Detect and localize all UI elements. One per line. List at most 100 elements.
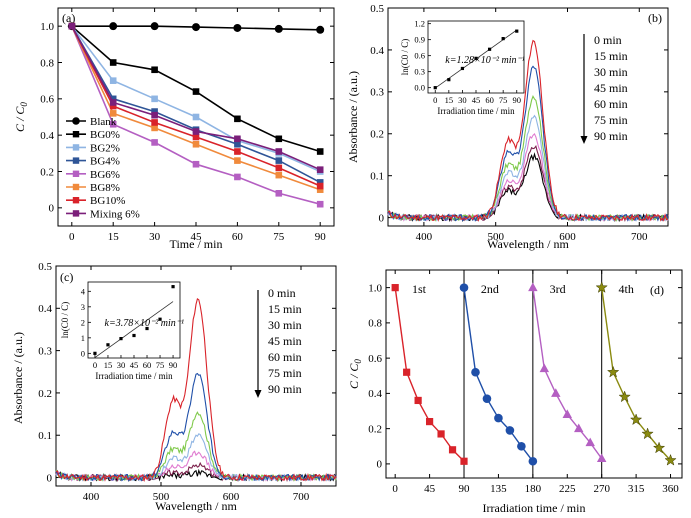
x-tick-label: 45 (191, 231, 203, 243)
point-BG8% (275, 171, 283, 179)
spectrum-45-min (387, 114, 669, 222)
point-BG8% (316, 186, 324, 193)
inset-x-tick-label: 90 (513, 95, 522, 105)
inset-point (119, 337, 123, 341)
spectrum-90-min (387, 152, 669, 223)
inset-point (145, 326, 149, 331)
panel-a-label: (a) (62, 11, 75, 25)
point-BG10% (316, 182, 324, 190)
panel-c-ylabel: Absorbance / (a.u.) (11, 332, 25, 424)
inset-y-tick-label: 0.6 (414, 51, 425, 61)
inset-y-tick-label: 3 (81, 302, 85, 312)
y-tick-label: 0.2 (370, 129, 384, 141)
point-BG2% (192, 113, 200, 121)
panel-d-xlabel: Irradiation time / min (483, 501, 586, 515)
inset-x-tick-label: 60 (485, 95, 494, 105)
point-Blank (150, 22, 159, 31)
y-tick-label: 0.3 (370, 87, 384, 99)
cycle-point-1st (448, 446, 457, 454)
inset-x-tick-label: 15 (445, 95, 454, 105)
legend-marker (72, 170, 80, 177)
x-tick-label: 45 (424, 483, 436, 495)
x-tick-label: 500 (487, 231, 504, 243)
cycle-point-4th (664, 453, 677, 466)
cycle-point-3rd (574, 423, 584, 433)
legend-label: 30 min (268, 318, 302, 332)
inset-xlabel: Irradiation time / min (95, 371, 173, 381)
y-tick-label: 0.8 (40, 57, 54, 69)
panel-c-inset: 0 15 30 45 60 75 90 0 1 2 3 4 k=3.78×10⁻² min⁻¹ Irrad… (60, 281, 185, 381)
cycle-point-2nd (471, 367, 480, 377)
inset-point (106, 343, 110, 347)
cycle-label: 4th (619, 282, 634, 296)
y-tick-label: 0.5 (38, 261, 52, 273)
panel-b-legend: 0 min 15 min 30 min 45 min 60 min 75 min 90 mi… (580, 33, 628, 144)
panel-a-ylabel-sub: 0 (19, 102, 29, 107)
y-tick-label: 0.5 (370, 3, 384, 15)
y-tick-label: 0.1 (370, 171, 384, 183)
inset-x-tick-label: 45 (130, 360, 139, 370)
cycle-point-2nd (459, 283, 469, 292)
panel-c-xlabel: Wavelength / nm (155, 499, 237, 513)
x-tick-label: 90 (315, 231, 327, 243)
panel-d-frame (385, 269, 683, 479)
inset-frame (87, 281, 181, 359)
point-BG0% (109, 59, 117, 66)
point-BG4% (151, 108, 158, 115)
inset-rate-annotation: k=3.78×10⁻² min⁻¹ (105, 318, 185, 329)
legend-label: 30 min (594, 65, 628, 79)
legend-label: 15 min (268, 302, 302, 316)
inset-x-tick-label: 75 (156, 360, 165, 370)
legend-marker (72, 144, 80, 151)
inset-point (433, 86, 437, 90)
cycle-point-1st (425, 417, 434, 426)
point-BG6% (109, 120, 117, 128)
y-tick-label: 0.4 (38, 303, 52, 315)
x-tick-label: 270 (593, 483, 610, 495)
inset-x-tick-label: 0 (93, 360, 97, 370)
y-tick-label: 0.4 (370, 45, 384, 57)
y-tick-label: 0 (377, 459, 383, 471)
inset-fit-line (94, 301, 174, 358)
x-tick-label: 700 (293, 491, 310, 503)
cycle-point-4th (629, 413, 643, 426)
point-Mixing 6% (109, 99, 117, 106)
inset-x-tick-label: 30 (458, 95, 467, 105)
panel-c-plot (55, 298, 337, 483)
panel-c-label: (c) (60, 270, 73, 284)
inset-ylabel: ln(C0 / C) (400, 39, 410, 76)
point-BG0% (234, 115, 241, 123)
cycle-point-3rd (528, 282, 538, 292)
panel-b-label: (b) (648, 11, 662, 25)
spectrum-75-min (387, 144, 669, 223)
inset-y-tick-label: 0.9 (414, 35, 425, 45)
cycle-point-3rd (539, 363, 550, 373)
cycle-point-4th (641, 427, 654, 440)
inset-x-tick-label: 90 (169, 360, 178, 370)
point-BG4% (109, 95, 117, 103)
legend-label: BG2% (90, 142, 120, 154)
legend-label: 75 min (268, 366, 302, 380)
panel-d-label: (d) (650, 283, 664, 297)
x-tick-label: 0 (392, 483, 398, 495)
inset-x-tick-label: 45 (472, 95, 481, 105)
point-BG6% (316, 200, 324, 208)
y-tick-label: 0.3 (38, 345, 52, 357)
point-BG0% (275, 135, 283, 143)
point-BG10% (234, 148, 241, 155)
legend-marker (72, 117, 80, 125)
cycle-point-2nd (505, 426, 515, 435)
point-BG0% (316, 148, 324, 155)
legend-marker (72, 210, 80, 217)
x-tick-label: 500 (153, 491, 170, 503)
panel-d-plot: 1st 2nd 3rd 4th (391, 270, 677, 478)
legend-marker (72, 183, 80, 191)
inset-x-tick-label: 30 (117, 360, 126, 370)
legend-label: 90 min (594, 129, 628, 143)
inset-point (487, 47, 492, 51)
panel-a-ylabel-main: C (13, 123, 27, 132)
legend-label: BG0% (90, 129, 120, 141)
